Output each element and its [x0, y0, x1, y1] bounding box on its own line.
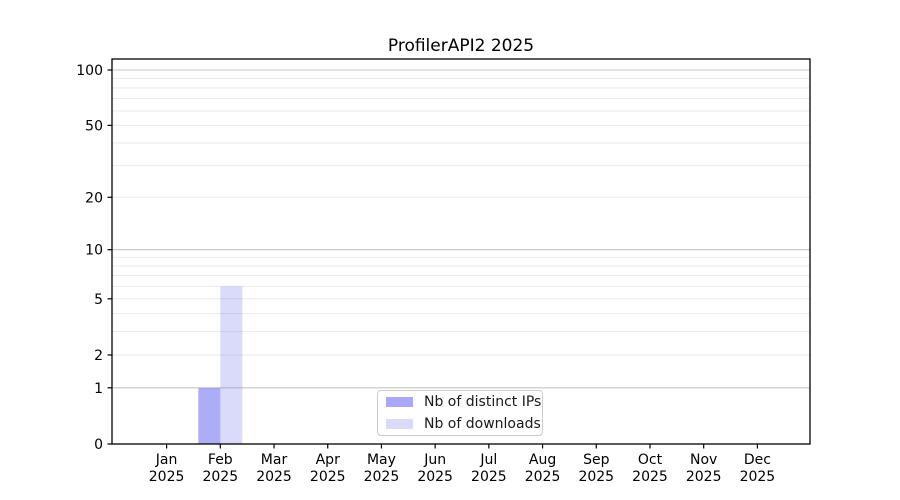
legend-swatch-distinct-ips [386, 397, 413, 407]
chart-legend: Nb of distinct IPs Nb of downloads [377, 390, 543, 436]
y-tick-label: 0 [94, 437, 103, 453]
y-tick-label: 50 [85, 118, 103, 134]
x-tick-month-label: May [367, 452, 396, 468]
x-tick-month-label: Jul [479, 452, 497, 468]
x-tick-month-label: Sep [583, 452, 610, 468]
x-tick-month-label: Nov [690, 452, 717, 468]
legend-label-downloads: Nb of downloads [424, 416, 541, 432]
y-tick-label: 100 [76, 63, 103, 79]
y-tick-label: 10 [85, 243, 103, 259]
x-tick-year-label: 2025 [149, 469, 185, 485]
y-tick-label: 20 [85, 190, 103, 206]
x-tick-year-label: 2025 [471, 469, 507, 485]
x-tick-month-label: Dec [744, 452, 771, 468]
x-tick-year-label: 2025 [364, 469, 400, 485]
x-tick-year-label: 2025 [256, 469, 292, 485]
legend-label-distinct-ips: Nb of distinct IPs [424, 394, 542, 410]
x-tick-year-label: 2025 [632, 469, 668, 485]
x-tick-year-label: 2025 [686, 469, 722, 485]
x-tick-year-label: 2025 [417, 469, 453, 485]
y-tick-label: 5 [94, 292, 103, 308]
x-tick-year-label: 2025 [310, 469, 346, 485]
axes-frame [111, 58, 811, 445]
chart-title: ProfilerAPI2 2025 [387, 36, 535, 56]
y-tick-label: 1 [94, 381, 103, 397]
x-tick-month-label: Apr [316, 452, 340, 468]
legend-entry-distinct-ips: Nb of distinct IPs [386, 393, 542, 412]
x-tick-month-label: Jun [423, 452, 446, 468]
x-tick-year-label: 2025 [578, 469, 614, 485]
x-tick-month-label: Aug [529, 452, 556, 468]
x-tick-month-label: Feb [208, 452, 233, 468]
bar-nb-of-distinct-ips [198, 387, 221, 444]
x-tick-year-label: 2025 [740, 469, 776, 485]
x-tick-month-label: Jan [155, 452, 178, 468]
y-tick-label: 2 [94, 348, 103, 364]
bar-nb-of-downloads [220, 286, 243, 444]
x-tick-month-label: Oct [638, 452, 663, 468]
legend-swatch-downloads [386, 419, 413, 429]
x-tick-year-label: 2025 [525, 469, 561, 485]
legend-entry-downloads: Nb of downloads [386, 415, 542, 434]
x-tick-month-label: Mar [261, 452, 288, 468]
x-tick-year-label: 2025 [202, 469, 238, 485]
